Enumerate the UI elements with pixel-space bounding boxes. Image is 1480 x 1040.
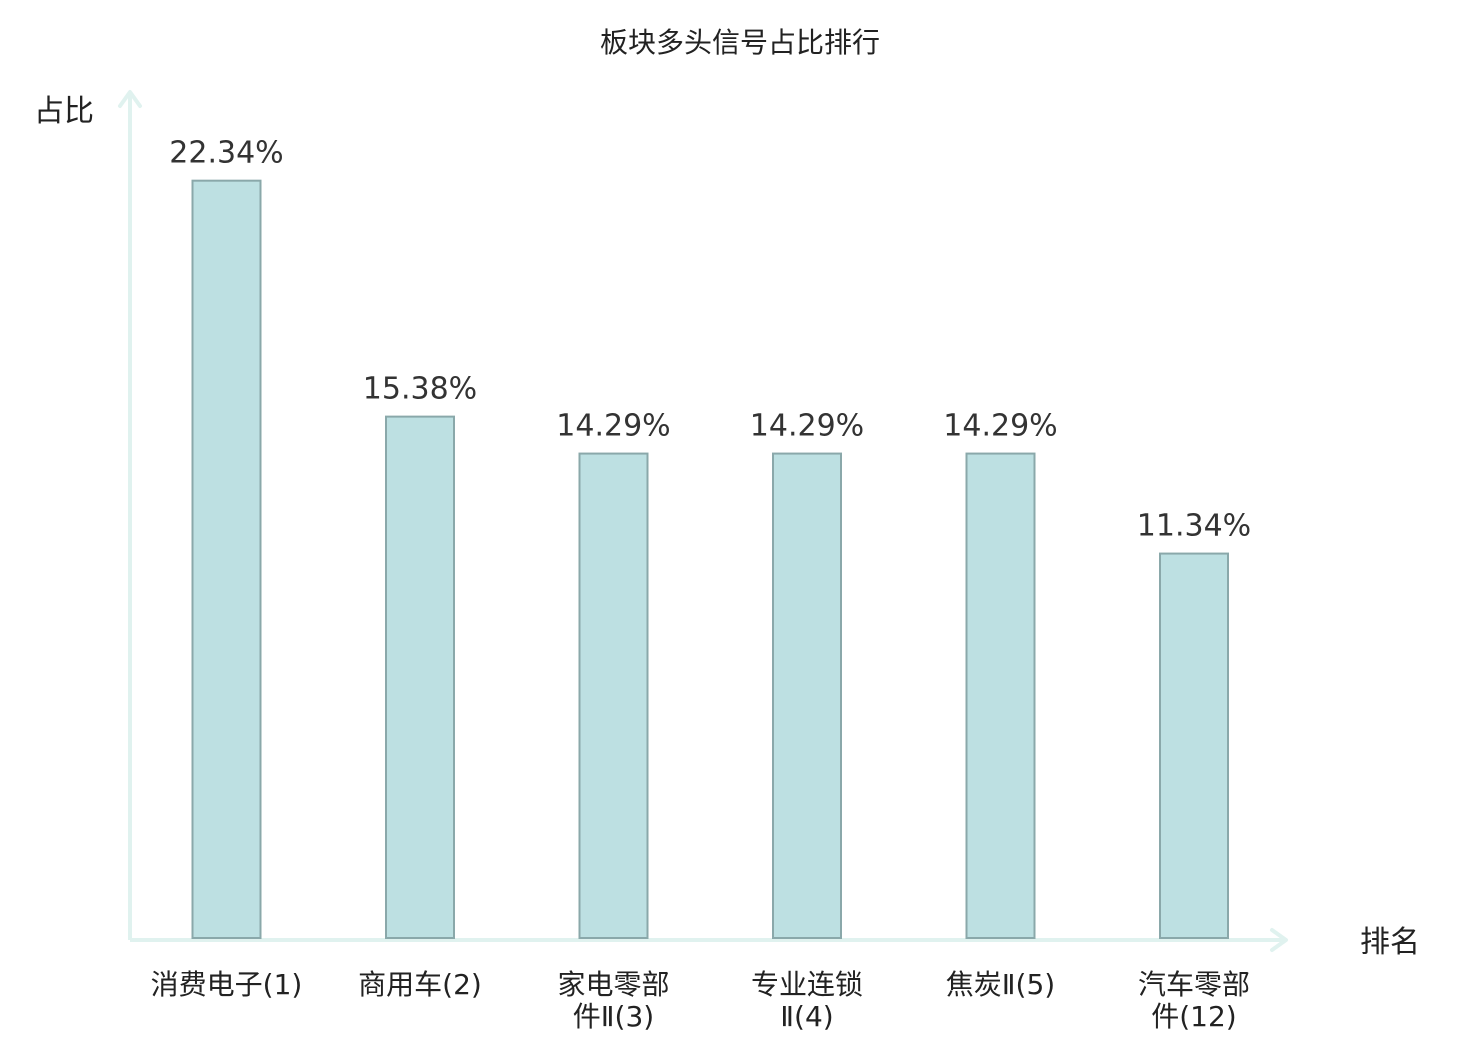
bars-group: [191, 179, 1229, 940]
x-tick-label-line: 商用车(2): [358, 968, 482, 1001]
x-axis-arrow: [1270, 928, 1288, 952]
bar: [385, 415, 455, 940]
bar-value-label: 14.29%: [750, 409, 864, 444]
bar-value-label: 22.34%: [169, 136, 283, 171]
bar: [1159, 552, 1229, 939]
bar-value-label: 14.29%: [943, 409, 1057, 444]
bar: [191, 179, 262, 939]
x-tick-label: 家电零部件Ⅱ(3): [557, 968, 669, 1033]
x-tick-label-line: 消费电子(1): [151, 968, 303, 1001]
x-tick-label: 焦炭Ⅱ(5): [946, 968, 1055, 1001]
bar: [772, 452, 842, 939]
bar-value-label: 15.38%: [363, 372, 477, 407]
x-tick-label-line: 焦炭Ⅱ(5): [946, 968, 1055, 1001]
x-axis-label: 排名: [1360, 925, 1420, 960]
x-tick-label-line: 汽车零部: [1138, 968, 1250, 1001]
chart-title: 板块多头信号占比排行: [600, 26, 880, 59]
bar: [965, 452, 1036, 939]
x-tick-label: 汽车零部件(12): [1138, 968, 1250, 1033]
bar: [578, 452, 649, 939]
x-tick-labels-group: 消费电子(1) 商用车(2) 家电零部件Ⅱ(3) 专业连锁 Ⅱ(4) 焦炭Ⅱ(5) 汽车零部…: [151, 968, 1250, 1033]
x-tick-label: 商用车(2): [358, 968, 482, 1001]
y-axis-arrow: [118, 90, 142, 108]
x-tick-label: 专业连锁 Ⅱ(4): [751, 968, 863, 1033]
bar-value-label: 11.34%: [1137, 509, 1251, 544]
bar-value-label: 14.29%: [556, 409, 670, 444]
value-labels-group: 22.34% 15.38% 14.29% 14.29% 14.29% 11.34%: [169, 136, 1251, 544]
x-tick-label-line: 家电零部: [557, 968, 669, 1001]
x-tick-label-line: 件Ⅱ(3): [573, 1000, 654, 1033]
x-tick-label-line: 专业连锁: [751, 968, 863, 1001]
y-axis-label: 占比: [34, 94, 94, 129]
x-tick-label-line: Ⅱ(4): [780, 1000, 833, 1033]
x-tick-label: 消费电子(1): [151, 968, 303, 1001]
x-tick-label-line: 件(12): [1151, 1000, 1236, 1033]
